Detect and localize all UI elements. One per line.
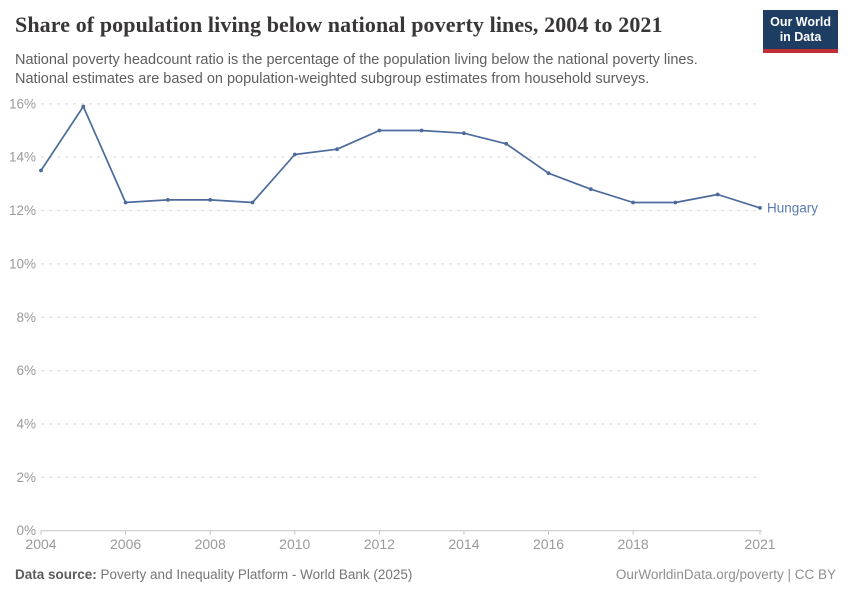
- x-axis-labels: 2004 2006 2008 2010 2012 2014 2016 2018 2021: [25, 536, 775, 552]
- svg-text:2021: 2021: [744, 536, 775, 552]
- svg-text:2006: 2006: [110, 536, 141, 552]
- svg-text:0%: 0%: [16, 523, 36, 538]
- series-markers[interactable]: [39, 104, 762, 210]
- data-source-label: Data source:: [15, 567, 97, 582]
- owid-logo[interactable]: Our World in Data: [763, 10, 838, 53]
- gridlines: [40, 103, 762, 535]
- chart-area[interactable]: 0% 2% 4% 6% 8% 10% 12% 14% 16% 2004 2006 2008 2010 20…: [0, 95, 850, 570]
- svg-text:2010: 2010: [279, 536, 310, 552]
- owid-logo-line-1: Our World: [770, 15, 831, 29]
- series-end-label[interactable]: Hungary: [767, 200, 818, 215]
- svg-text:8%: 8%: [16, 310, 36, 325]
- data-source-text: Poverty and Inequality Platform - World …: [96, 567, 413, 582]
- y-axis-labels: 0% 2% 4% 6% 8% 10% 12% 14% 16%: [9, 96, 36, 538]
- svg-text:6%: 6%: [16, 363, 36, 378]
- owid-logo-line-2: in Data: [779, 30, 822, 44]
- svg-text:2014: 2014: [448, 536, 479, 552]
- svg-text:2004: 2004: [25, 536, 56, 552]
- data-source-note: Data source: Poverty and Inequality Plat…: [15, 567, 412, 582]
- svg-text:14%: 14%: [9, 150, 36, 165]
- subtitle-line-2: National estimates are based on populati…: [15, 71, 650, 87]
- chart-footer: Data source: Poverty and Inequality Plat…: [15, 567, 836, 582]
- svg-text:2018: 2018: [618, 536, 649, 552]
- svg-text:2008: 2008: [195, 536, 226, 552]
- svg-text:16%: 16%: [9, 96, 36, 111]
- svg-text:10%: 10%: [9, 256, 36, 271]
- svg-text:2%: 2%: [16, 470, 36, 485]
- chart-subtitle: National poverty headcount ratio is the …: [15, 51, 760, 89]
- svg-text:2012: 2012: [364, 536, 395, 552]
- svg-text:4%: 4%: [16, 416, 36, 431]
- owid-url-license[interactable]: OurWorldinData.org/poverty | CC BY: [615, 567, 836, 582]
- series-line-hungary[interactable]: [40, 105, 761, 209]
- subtitle-line-1: National poverty headcount ratio is the …: [15, 52, 698, 68]
- svg-text:12%: 12%: [9, 203, 36, 218]
- page-title: Share of population living below nationa…: [15, 12, 663, 37]
- svg-text:2016: 2016: [533, 536, 564, 552]
- chart-canvas[interactable]: 0%2%4%6%8%10%12%14%16%2004 2006 2008 2010 20…: [0, 95, 850, 570]
